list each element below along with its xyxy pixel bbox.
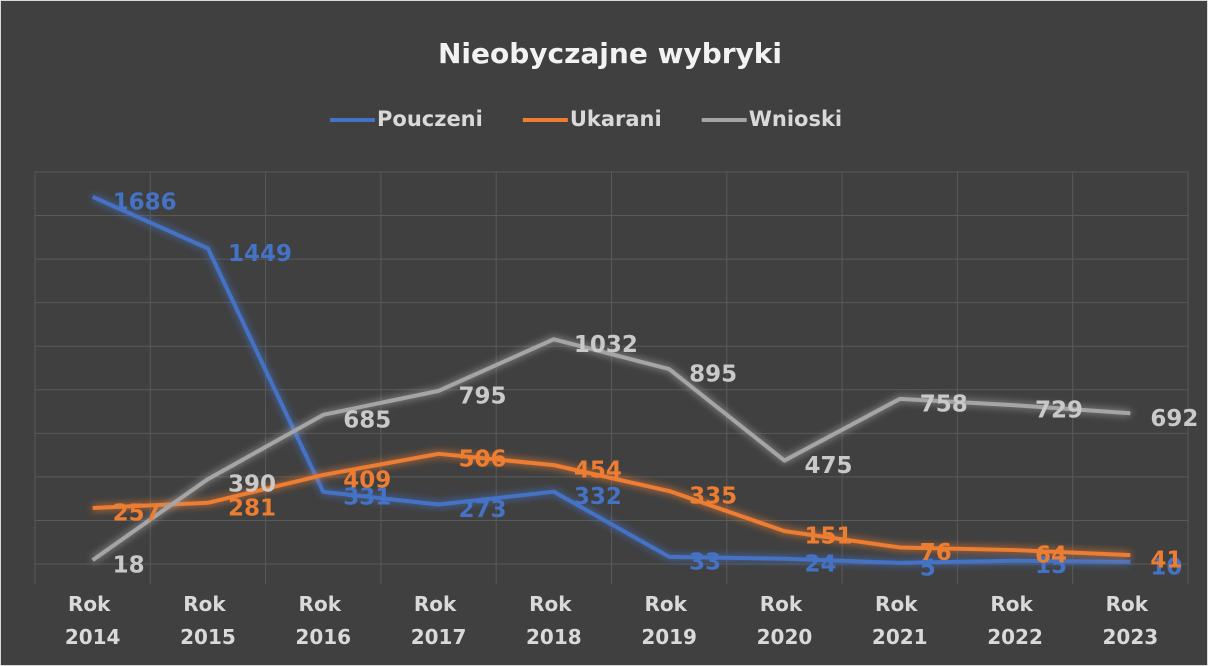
series-line: [91, 195, 1131, 565]
data-label: 506: [459, 446, 507, 472]
data-label: 151: [804, 524, 852, 550]
data-label: 692: [1150, 406, 1198, 432]
data-label: 273: [459, 497, 507, 523]
data-label: 281: [228, 495, 276, 521]
x-tick-label: Rok 2022: [987, 592, 1043, 649]
data-label: 76: [920, 540, 952, 566]
x-tick-label: Rok 2018: [526, 592, 582, 649]
data-label: 1032: [574, 332, 638, 358]
data-label: 409: [343, 467, 391, 493]
series-line: [92, 451, 1131, 558]
x-tick-label: Rok 2017: [411, 592, 467, 649]
data-label: 33: [689, 549, 721, 575]
series-line: [91, 337, 1131, 562]
x-tick-label: Rok 2021: [872, 592, 928, 649]
data-label: 729: [1035, 398, 1083, 424]
legend-label: Wnioski: [749, 107, 842, 131]
data-label: 10: [1150, 554, 1182, 580]
data-label: 257: [113, 501, 161, 527]
data-label: 758: [920, 391, 968, 417]
data-label: 335: [689, 484, 737, 510]
x-tick-label: Rok 2019: [641, 592, 697, 649]
data-label: 64: [1035, 543, 1067, 569]
data-label: 685: [343, 407, 391, 433]
data-label: 795: [459, 383, 507, 409]
data-label: 18: [113, 553, 145, 579]
data-label: 5: [920, 555, 936, 581]
x-tick-label: Rok 2023: [1103, 592, 1159, 649]
x-tick-label: Rok 2020: [757, 592, 813, 649]
data-label: 1449: [228, 241, 292, 267]
data-label: 390: [228, 472, 276, 498]
x-tick-label: Rok 2016: [295, 592, 351, 649]
data-label: 331: [343, 484, 391, 510]
data-label: 41: [1150, 548, 1182, 574]
data-label: 1686: [113, 189, 177, 215]
x-tick-label: Rok 2014: [65, 592, 121, 649]
data-label: 475: [804, 453, 852, 479]
legend: Pouczeni Ukarani Wnioski: [330, 107, 842, 131]
data-label: 454: [574, 458, 622, 484]
data-label: 15: [1035, 553, 1067, 579]
chart-title: Nieobyczajne wybryki: [438, 37, 782, 70]
x-tick-label: Rok 2015: [180, 592, 236, 649]
data-label: 895: [689, 362, 737, 388]
legend-label: Ukarani: [570, 107, 662, 131]
data-label: 24: [804, 551, 836, 577]
legend-label: Pouczeni: [377, 107, 483, 131]
data-label: 332: [574, 484, 622, 510]
